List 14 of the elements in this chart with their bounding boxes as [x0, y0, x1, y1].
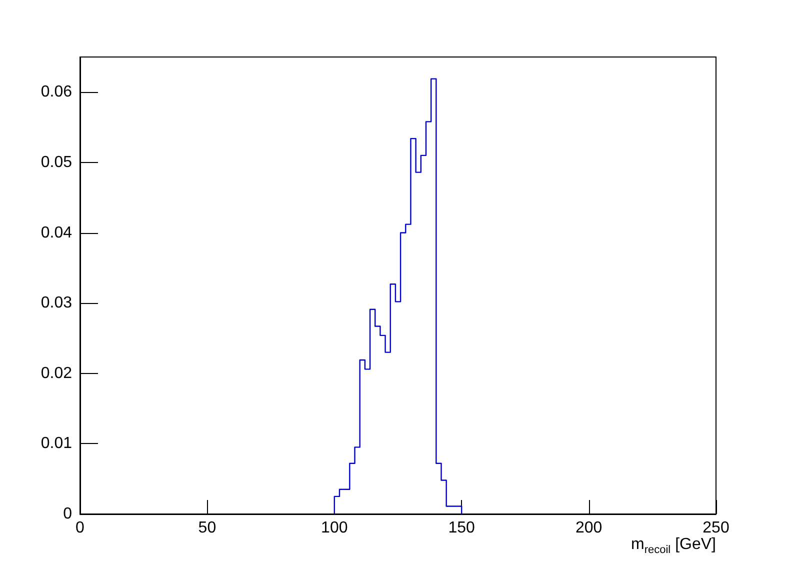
x-tick-label: 150 [448, 520, 476, 536]
x-tick-label: 200 [575, 520, 602, 536]
x-tick-label: 250 [702, 520, 730, 536]
x-tick-label: 50 [198, 520, 216, 536]
y-tick-label: 0.05 [40, 154, 72, 171]
y-tick-label: 0.02 [40, 364, 72, 382]
y-tick-label: 0.01 [40, 435, 72, 452]
y-tick-label: 0.03 [40, 294, 72, 312]
x-axis-title: m$_{recoil}$ [GeV] [631, 536, 716, 556]
y-tick-label: 0 [63, 506, 72, 522]
y-tick-label: 0.04 [40, 224, 72, 242]
x-tick-label: 0 [76, 520, 85, 536]
x-tick-label: 100 [321, 520, 348, 536]
y-tick-label: 0.06 [40, 84, 72, 101]
